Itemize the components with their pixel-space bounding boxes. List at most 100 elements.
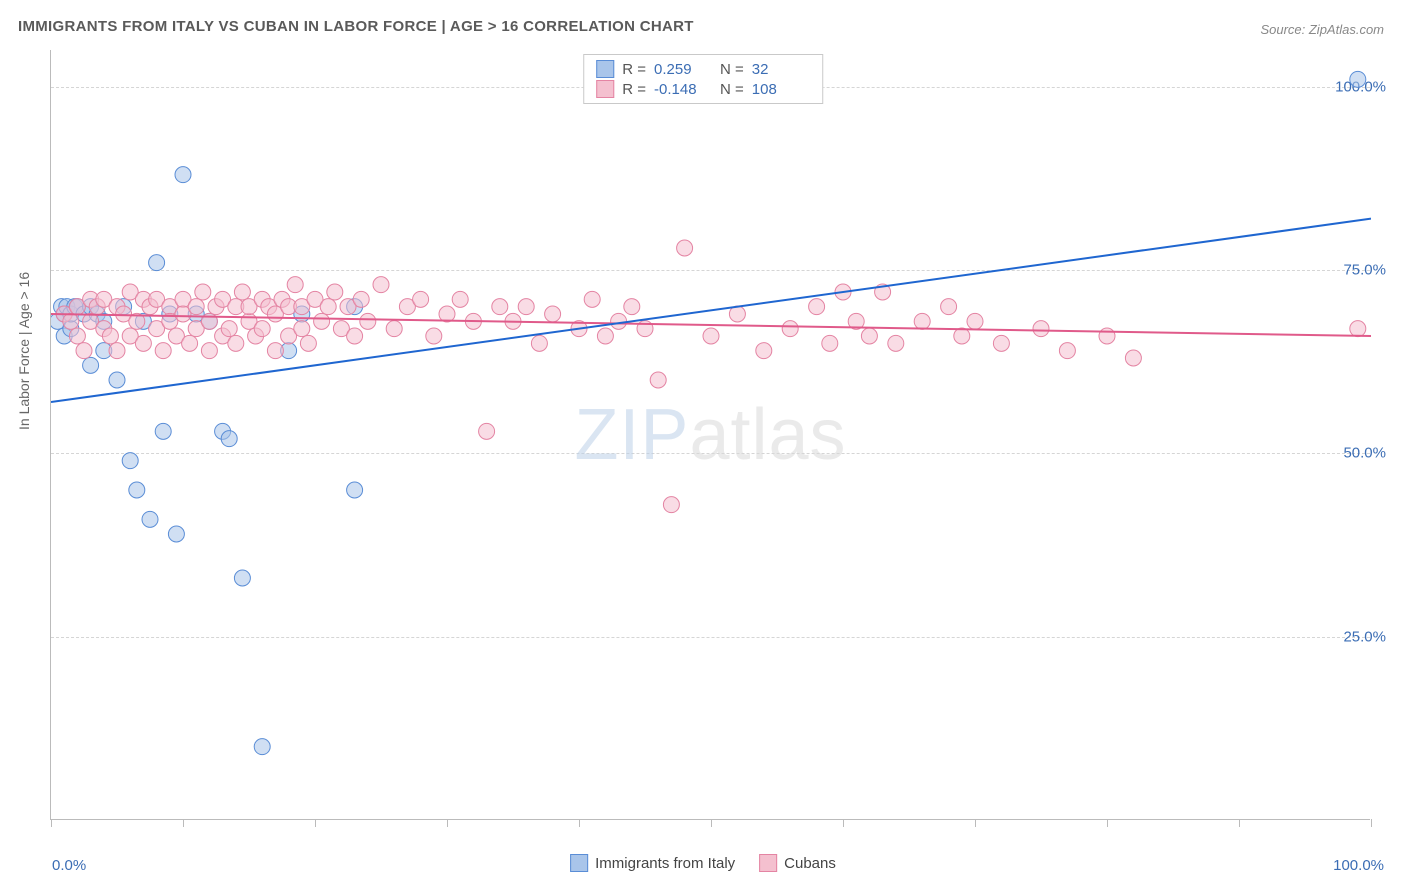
data-point (888, 335, 904, 351)
x-tick (1239, 819, 1240, 827)
data-point (1125, 350, 1141, 366)
data-point (320, 299, 336, 315)
legend-item-italy: Immigrants from Italy (570, 854, 735, 872)
n-label: N = (720, 61, 744, 78)
r-label: R = (622, 81, 646, 98)
data-point (597, 328, 613, 344)
data-point (1350, 321, 1366, 337)
data-point (492, 299, 508, 315)
data-point (287, 277, 303, 293)
data-point (188, 299, 204, 315)
data-point (914, 313, 930, 329)
data-point (360, 313, 376, 329)
data-point (413, 291, 429, 307)
data-point (135, 335, 151, 351)
legend-series: Immigrants from Italy Cubans (570, 854, 836, 872)
data-point (347, 328, 363, 344)
data-point (129, 482, 145, 498)
data-point (809, 299, 825, 315)
data-point (386, 321, 402, 337)
data-point (76, 343, 92, 359)
data-point (63, 313, 79, 329)
n-value-cubans: 108 (752, 81, 810, 98)
data-point (663, 497, 679, 513)
data-point (221, 431, 237, 447)
data-point (314, 313, 330, 329)
r-value-cubans: -0.148 (654, 81, 712, 98)
data-point (201, 343, 217, 359)
r-label: R = (622, 61, 646, 78)
data-point (373, 277, 389, 293)
data-point (1059, 343, 1075, 359)
data-point (822, 335, 838, 351)
legend-statistics: R = 0.259 N = 32 R = -0.148 N = 108 (583, 54, 823, 104)
data-point (941, 299, 957, 315)
x-tick-label-max: 100.0% (1333, 857, 1384, 874)
x-tick (1107, 819, 1108, 827)
data-point (426, 328, 442, 344)
data-point (993, 335, 1009, 351)
x-tick (315, 819, 316, 827)
data-point (155, 423, 171, 439)
data-point (182, 335, 198, 351)
x-tick (183, 819, 184, 827)
data-point (168, 526, 184, 542)
data-point (650, 372, 666, 388)
data-point (861, 328, 877, 344)
data-point (149, 255, 165, 271)
data-point (479, 423, 495, 439)
data-point (624, 299, 640, 315)
data-point (584, 291, 600, 307)
source-attribution: Source: ZipAtlas.com (1260, 22, 1384, 37)
data-point (531, 335, 547, 351)
legend-label-italy: Immigrants from Italy (595, 855, 735, 872)
data-point (300, 335, 316, 351)
data-point (83, 357, 99, 373)
data-point (782, 321, 798, 337)
data-point (611, 313, 627, 329)
data-point (967, 313, 983, 329)
data-point (518, 299, 534, 315)
data-point (109, 343, 125, 359)
data-point (234, 284, 250, 300)
legend-item-cubans: Cubans (759, 854, 836, 872)
plot-area: ZIPatlas (50, 50, 1370, 820)
swatch-cubans-b (759, 854, 777, 872)
data-point (347, 482, 363, 498)
data-point (122, 453, 138, 469)
n-value-italy: 32 (752, 61, 810, 78)
x-tick-label-min: 0.0% (52, 857, 86, 874)
x-tick (843, 819, 844, 827)
data-point (1099, 328, 1115, 344)
data-point (353, 291, 369, 307)
data-point (756, 343, 772, 359)
data-point (234, 570, 250, 586)
data-point (221, 321, 237, 337)
data-point (69, 328, 85, 344)
data-point (254, 321, 270, 337)
data-point (109, 372, 125, 388)
r-value-italy: 0.259 (654, 61, 712, 78)
x-tick (1371, 819, 1372, 827)
x-tick (447, 819, 448, 827)
data-point (1350, 71, 1366, 87)
data-point (294, 321, 310, 337)
data-point (142, 511, 158, 527)
data-point (1033, 321, 1049, 337)
swatch-italy-b (570, 854, 588, 872)
x-tick (711, 819, 712, 827)
n-label: N = (720, 81, 744, 98)
data-point (195, 284, 211, 300)
chart-title: IMMIGRANTS FROM ITALY VS CUBAN IN LABOR … (18, 18, 694, 35)
data-point (954, 328, 970, 344)
x-tick (51, 819, 52, 827)
data-point (267, 343, 283, 359)
chart-svg (51, 50, 1371, 820)
data-point (545, 306, 561, 322)
legend-stat-row-cubans: R = -0.148 N = 108 (596, 79, 810, 99)
x-tick (579, 819, 580, 827)
data-point (175, 167, 191, 183)
data-point (228, 335, 244, 351)
data-point (254, 739, 270, 755)
legend-stat-row-italy: R = 0.259 N = 32 (596, 59, 810, 79)
